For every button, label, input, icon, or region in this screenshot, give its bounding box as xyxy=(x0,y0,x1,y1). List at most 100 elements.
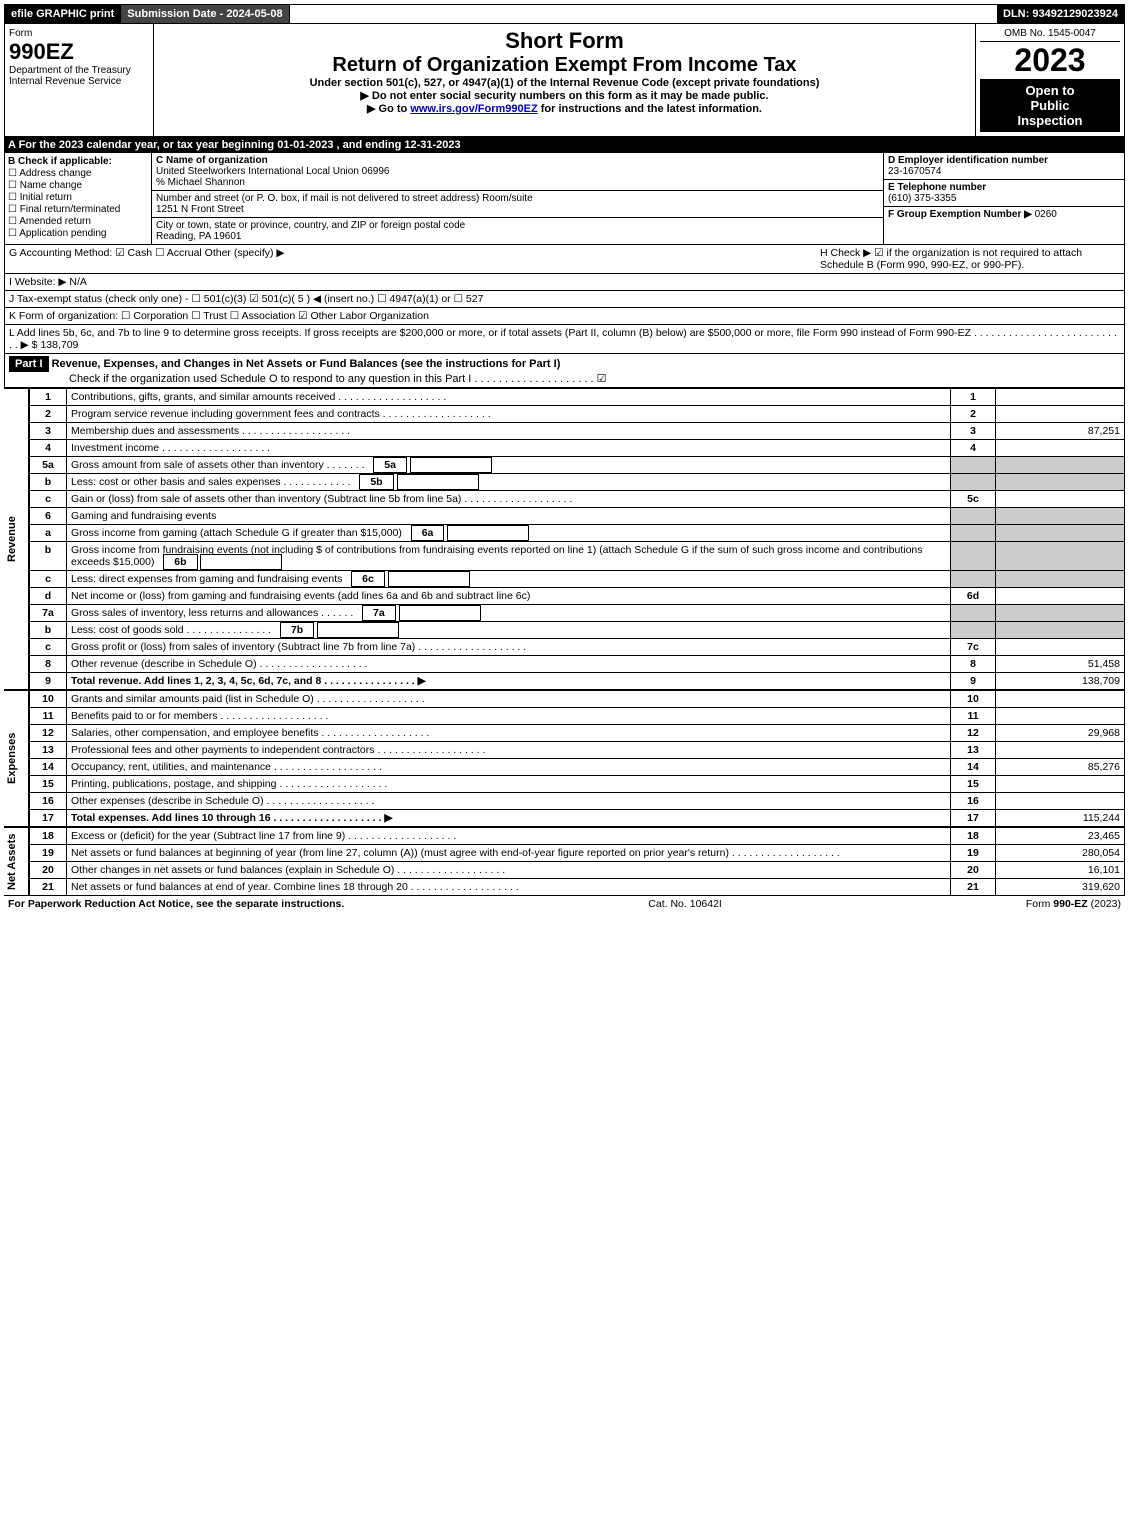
omb-number: OMB No. 1545-0047 xyxy=(980,28,1120,42)
line-5b: bLess: cost or other basis and sales exp… xyxy=(30,474,1125,491)
form-word: Form xyxy=(9,28,149,39)
col-b-checks: B Check if applicable: ☐ Address change … xyxy=(5,153,152,244)
line-6: 6Gaming and fundraising events xyxy=(30,508,1125,525)
group-exemption: 0260 xyxy=(1035,209,1057,220)
addr-value: 1251 N Front Street xyxy=(156,204,244,215)
chk-name-change[interactable]: ☐ Name change xyxy=(8,180,148,191)
efile-label[interactable]: efile GRAPHIC print xyxy=(5,5,121,23)
line-20: 20Other changes in net assets or fund ba… xyxy=(30,862,1125,879)
dln-label: DLN: 93492129023924 xyxy=(997,5,1124,23)
subtitle-1: Under section 501(c), 527, or 4947(a)(1)… xyxy=(158,77,971,89)
sub3-post: for instructions and the latest informat… xyxy=(538,103,762,115)
short-form-title: Short Form xyxy=(158,28,971,54)
f-label: F Group Exemption Number ▶ xyxy=(888,209,1032,220)
d-row: D Employer identification number 23-1670… xyxy=(884,153,1124,180)
expenses-label: Expenses xyxy=(4,690,29,827)
part1-header: Part I Revenue, Expenses, and Changes in… xyxy=(4,354,1125,388)
org-name: United Steelworkers International Local … xyxy=(156,166,389,177)
line-3: 3Membership dues and assessments387,251 xyxy=(30,423,1125,440)
line-18: 18Excess or (deficit) for the year (Subt… xyxy=(30,828,1125,845)
gh-row: G Accounting Method: ☑ Cash ☐ Accrual Ot… xyxy=(4,245,1125,274)
line-1: 1Contributions, gifts, grants, and simil… xyxy=(30,389,1125,406)
addr-label: Number and street (or P. O. box, if mail… xyxy=(156,193,533,204)
line-16: 16Other expenses (describe in Schedule O… xyxy=(30,793,1125,810)
footer: For Paperwork Reduction Act Notice, see … xyxy=(4,896,1125,912)
top-bar: efile GRAPHIC print Submission Date - 20… xyxy=(4,4,1125,24)
row-a-period: A For the 2023 calendar year, or tax yea… xyxy=(4,137,1125,153)
line-6a: aGross income from gaming (attach Schedu… xyxy=(30,525,1125,542)
subtitle-3: ▶ Go to www.irs.gov/Form990EZ for instru… xyxy=(158,102,971,115)
line-5a: 5aGross amount from sale of assets other… xyxy=(30,457,1125,474)
tax-year: 2023 xyxy=(980,42,1120,79)
line-10: 10Grants and similar amounts paid (list … xyxy=(30,691,1125,708)
open2: Public xyxy=(984,98,1116,113)
netassets-block: Net Assets 18Excess or (deficit) for the… xyxy=(4,827,1125,896)
form-number: 990EZ xyxy=(9,39,149,65)
chk-final-return[interactable]: ☐ Final return/terminated xyxy=(8,204,148,215)
expenses-table: 10Grants and similar amounts paid (list … xyxy=(29,690,1125,827)
l-value: 138,709 xyxy=(40,339,78,351)
submission-date: Submission Date - 2024-05-08 xyxy=(121,5,289,23)
c-addr-row: Number and street (or P. O. box, if mail… xyxy=(152,191,883,218)
ein-value: 23-1670574 xyxy=(888,166,941,177)
part1-checknote: Check if the organization used Schedule … xyxy=(69,373,607,385)
expenses-block: Expenses 10Grants and similar amounts pa… xyxy=(4,690,1125,827)
footer-mid: Cat. No. 10642I xyxy=(648,898,722,910)
irs-link[interactable]: www.irs.gov/Form990EZ xyxy=(410,103,537,115)
e-label: E Telephone number xyxy=(888,182,986,193)
h-schedule-b: H Check ▶ ☑ if the organization is not r… xyxy=(820,247,1120,271)
chk-amended-return[interactable]: ☐ Amended return xyxy=(8,216,148,227)
netassets-label: Net Assets xyxy=(4,827,29,896)
col-def: D Employer identification number 23-1670… xyxy=(884,153,1124,244)
line-9: 9Total revenue. Add lines 1, 2, 3, 4, 5c… xyxy=(30,673,1125,690)
open1: Open to xyxy=(984,83,1116,98)
l-gross-receipts: L Add lines 5b, 6c, and 7b to line 9 to … xyxy=(4,325,1125,354)
footer-right: Form 990-EZ (2023) xyxy=(1026,898,1121,910)
line-14: 14Occupancy, rent, utilities, and mainte… xyxy=(30,759,1125,776)
part1-badge: Part I xyxy=(9,356,49,372)
b-title: B Check if applicable: xyxy=(8,156,112,167)
line-5c: cGain or (loss) from sale of assets othe… xyxy=(30,491,1125,508)
i-website: I Website: ▶ N/A xyxy=(4,274,1125,291)
e-row: E Telephone number (610) 375-3355 xyxy=(884,180,1124,207)
line-12: 12Salaries, other compensation, and empl… xyxy=(30,725,1125,742)
chk-address-change[interactable]: ☐ Address change xyxy=(8,168,148,179)
city-value: Reading, PA 19601 xyxy=(156,231,241,242)
header-center: Short Form Return of Organization Exempt… xyxy=(154,24,975,136)
open3: Inspection xyxy=(984,113,1116,128)
d-label: D Employer identification number xyxy=(888,155,1048,166)
chk-initial-return[interactable]: ☐ Initial return xyxy=(8,192,148,203)
c-city-row: City or town, state or province, country… xyxy=(152,218,883,244)
line-8: 8Other revenue (describe in Schedule O)8… xyxy=(30,656,1125,673)
sub3-pre: ▶ Go to xyxy=(367,103,410,115)
line-17: 17Total expenses. Add lines 10 through 1… xyxy=(30,810,1125,827)
revenue-block: Revenue 1Contributions, gifts, grants, a… xyxy=(4,388,1125,690)
line-7c: cGross profit or (loss) from sales of in… xyxy=(30,639,1125,656)
phone-value: (610) 375-3355 xyxy=(888,193,956,204)
c-label: C Name of organization xyxy=(156,155,268,166)
open-to-public: Open to Public Inspection xyxy=(980,79,1120,132)
line-21: 21Net assets or fund balances at end of … xyxy=(30,879,1125,896)
col-c: C Name of organization United Steelworke… xyxy=(152,153,884,244)
footer-left: For Paperwork Reduction Act Notice, see … xyxy=(8,898,344,910)
subtitle-2: ▶ Do not enter social security numbers o… xyxy=(158,89,971,102)
netassets-table: 18Excess or (deficit) for the year (Subt… xyxy=(29,827,1125,896)
form-header: Form 990EZ Department of the Treasury In… xyxy=(4,24,1125,137)
line-11: 11Benefits paid to or for members11 xyxy=(30,708,1125,725)
entity-grid: B Check if applicable: ☐ Address change … xyxy=(4,153,1125,245)
f-row: F Group Exemption Number ▶ 0260 xyxy=(884,207,1124,222)
line-15: 15Printing, publications, postage, and s… xyxy=(30,776,1125,793)
line-2: 2Program service revenue including gover… xyxy=(30,406,1125,423)
part1-title: Revenue, Expenses, and Changes in Net As… xyxy=(52,358,561,370)
dept-label: Department of the Treasury Internal Reve… xyxy=(9,65,149,87)
l-text: L Add lines 5b, 6c, and 7b to line 9 to … xyxy=(9,327,1117,351)
main-title: Return of Organization Exempt From Incom… xyxy=(158,54,971,77)
line-13: 13Professional fees and other payments t… xyxy=(30,742,1125,759)
line-6c: cLess: direct expenses from gaming and f… xyxy=(30,571,1125,588)
line-4: 4Investment income4 xyxy=(30,440,1125,457)
revenue-table: 1Contributions, gifts, grants, and simil… xyxy=(29,388,1125,690)
line-19: 19Net assets or fund balances at beginni… xyxy=(30,845,1125,862)
care-of: % Michael Shannon xyxy=(156,177,245,188)
chk-application-pending[interactable]: ☐ Application pending xyxy=(8,228,148,239)
header-right: OMB No. 1545-0047 2023 Open to Public In… xyxy=(975,24,1124,136)
